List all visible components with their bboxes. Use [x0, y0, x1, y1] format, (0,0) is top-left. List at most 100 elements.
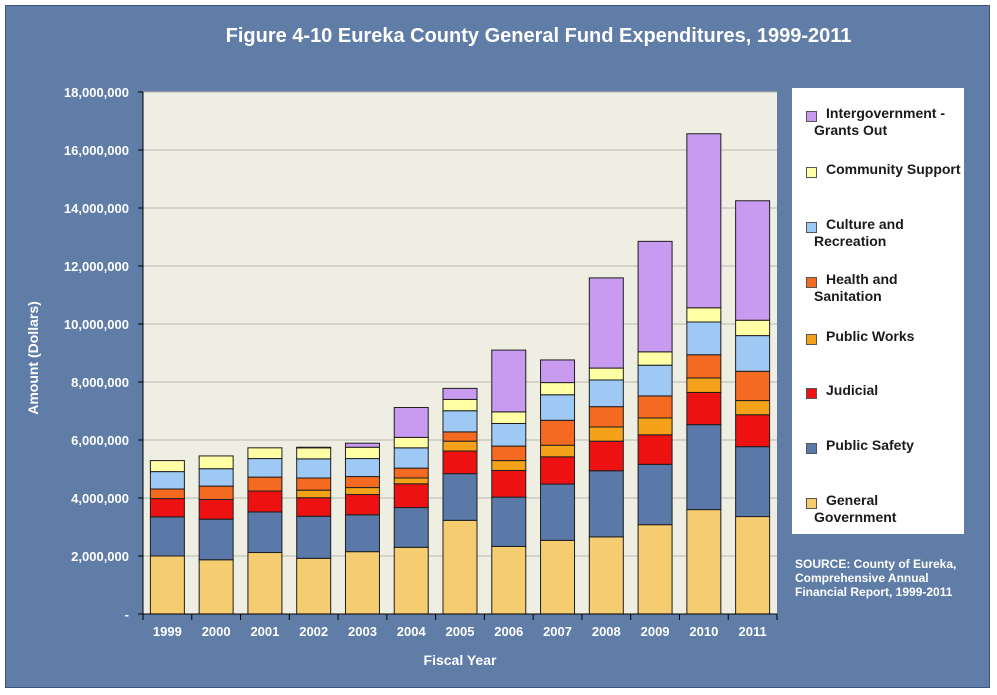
bar-segment-culture-and-recreation	[344, 458, 380, 478]
y-tick-label: 8,000,000	[71, 375, 129, 390]
bar-segment-community-support	[588, 367, 624, 381]
bar-segment-public-works	[637, 417, 673, 436]
bar-segment-public-works	[540, 444, 576, 458]
bar-segment-public-works	[588, 426, 624, 442]
bar-segment-public-safety	[149, 516, 185, 557]
bar-segment-judicial	[491, 469, 527, 498]
bar-segment-public-safety	[442, 473, 478, 521]
bar-segment-intergovernment-grants-out	[491, 349, 527, 413]
bar-segment-general-government	[149, 555, 185, 615]
bar-segment-health-and-sanitation	[637, 395, 673, 419]
legend-swatch	[806, 388, 817, 399]
legend-label: Culture and Recreation	[814, 216, 904, 249]
bar-segment-public-works	[686, 377, 722, 393]
bar-segment-public-safety	[198, 518, 234, 561]
legend-label: Public Works	[826, 328, 915, 344]
bar-segment-community-support	[344, 446, 380, 460]
legend-swatch	[806, 443, 817, 454]
bar-segment-community-support	[491, 411, 527, 424]
bar-segment-general-government	[637, 524, 673, 615]
chart-title: Figure 4-10 Eureka County General Fund E…	[225, 25, 852, 47]
bar-segment-judicial	[686, 391, 722, 426]
bar-segment-public-safety	[393, 507, 429, 548]
bar-segment-health-and-sanitation	[296, 477, 332, 491]
bar-segment-judicial	[149, 498, 185, 518]
y-tick-label: 16,000,000	[64, 143, 129, 158]
bar-segment-culture-and-recreation	[637, 364, 673, 397]
bar-segment-general-government	[588, 536, 624, 615]
bar-segment-culture-and-recreation	[393, 447, 429, 469]
bar-segment-public-safety	[296, 515, 332, 559]
bar-segment-general-government	[540, 539, 576, 615]
bar-segment-intergovernment-grants-out	[637, 240, 673, 353]
legend-label: Community Support	[826, 161, 961, 177]
bar-segment-public-safety	[686, 424, 722, 511]
bar-segment-judicial	[735, 414, 771, 448]
bar-segment-culture-and-recreation	[247, 458, 283, 478]
bar-segment-community-support	[686, 307, 722, 323]
bar-segment-community-support	[540, 382, 576, 396]
bar-segment-public-safety	[491, 496, 527, 547]
bar-segment-health-and-sanitation	[540, 419, 576, 446]
x-tick-label: 2001	[250, 624, 279, 639]
y-tick-label: 18,000,000	[64, 85, 129, 100]
bar-segment-health-and-sanitation	[588, 406, 624, 428]
bar-segment-culture-and-recreation	[198, 468, 234, 487]
bar-segment-community-support	[149, 460, 185, 473]
bar-segment-general-government	[198, 559, 234, 615]
bar-segment-community-support	[735, 319, 771, 337]
bar-segment-public-safety	[588, 470, 624, 538]
bar-segment-health-and-sanitation	[686, 354, 722, 379]
bar-segment-general-government	[442, 519, 478, 615]
bar-segment-intergovernment-grants-out	[540, 359, 576, 384]
legend-label: Health and Sanitation	[814, 271, 898, 304]
bar-segment-general-government	[491, 545, 527, 615]
x-tick-label: 2002	[299, 624, 328, 639]
y-tick-label: 4,000,000	[71, 491, 129, 506]
bar-segment-culture-and-recreation	[296, 458, 332, 479]
bar-segment-public-works	[442, 440, 478, 452]
bar-segment-culture-and-recreation	[588, 379, 624, 408]
bar-segment-culture-and-recreation	[686, 321, 722, 356]
bar-segment-judicial	[540, 456, 576, 485]
legend-swatch	[806, 111, 817, 122]
bar-segment-public-safety	[540, 483, 576, 541]
bar-segment-culture-and-recreation	[491, 422, 527, 447]
x-tick-label: 2000	[202, 624, 231, 639]
bar-segment-public-works	[491, 460, 527, 471]
bar-segment-judicial	[442, 450, 478, 475]
y-tick-label: 12,000,000	[64, 259, 129, 274]
bar-segment-judicial	[344, 494, 380, 516]
bar-segment-community-support	[247, 447, 283, 460]
x-tick-label: 1999	[153, 624, 182, 639]
bar-segment-health-and-sanitation	[393, 467, 429, 479]
legend-swatch	[806, 498, 817, 509]
bars	[149, 133, 771, 615]
bar-segment-general-government	[296, 557, 332, 615]
x-tick-label: 2008	[592, 624, 621, 639]
bar-segment-general-government	[686, 509, 722, 615]
bar-segment-public-safety	[344, 514, 380, 553]
x-tick-label: 2005	[446, 624, 475, 639]
bar-segment-public-works	[296, 489, 332, 499]
bar-segment-public-works	[393, 477, 429, 485]
bar-segment-public-works	[735, 400, 771, 416]
x-tick-label: 2011	[739, 624, 767, 639]
y-tick-label: 6,000,000	[71, 433, 129, 448]
bar-segment-public-safety	[247, 511, 283, 554]
bar-segment-intergovernment-grants-out	[686, 133, 722, 309]
bar-segment-general-government	[393, 546, 429, 615]
legend-swatch	[806, 334, 817, 345]
bar-segment-intergovernment-grants-out	[588, 277, 624, 369]
bar-segment-culture-and-recreation	[442, 410, 478, 433]
x-tick-label: 2009	[641, 624, 670, 639]
x-axis-title: Fiscal Year	[424, 652, 497, 668]
bar-segment-public-works	[344, 487, 380, 496]
bar-segment-public-safety	[735, 446, 771, 518]
axes: - 2,000,000 4,000,000 6,000,000 8,000,000 10,…	[64, 85, 778, 639]
bar-segment-health-and-sanitation	[149, 488, 185, 500]
y-tick-label: 2,000,000	[71, 549, 129, 564]
bar-segment-health-and-sanitation	[344, 476, 380, 489]
bar-segment-judicial	[393, 483, 429, 509]
